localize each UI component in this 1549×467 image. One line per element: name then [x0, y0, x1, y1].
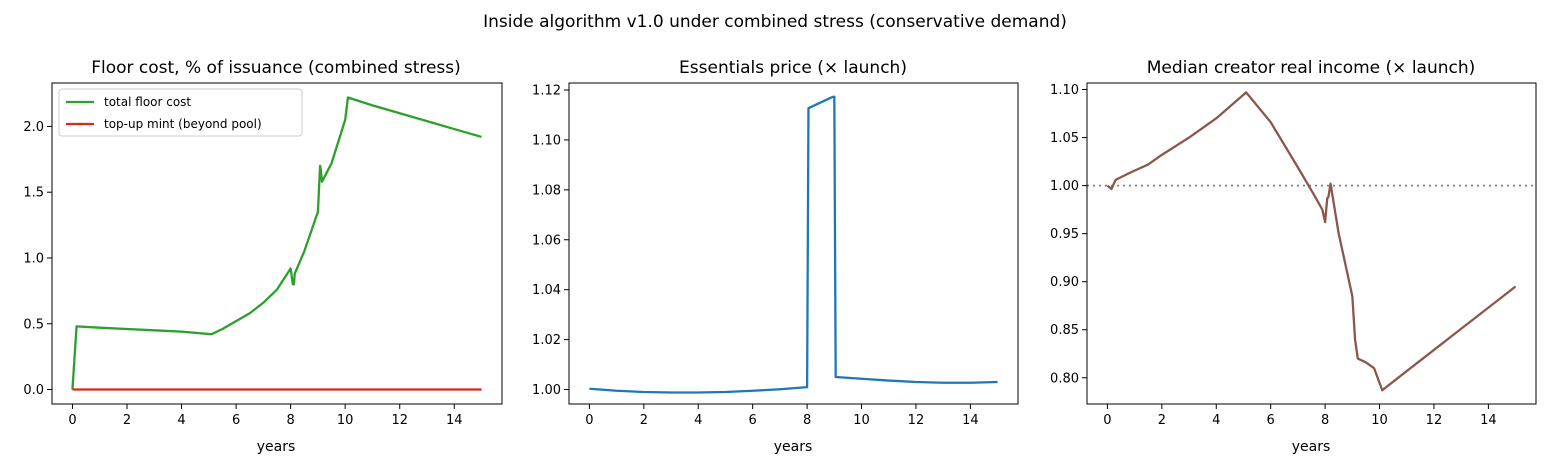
y-tick-label: 1.0 — [23, 251, 44, 266]
y-tick-label: 0.90 — [1050, 275, 1079, 290]
series-line-total-floor-cost — [71, 96, 482, 390]
y-tick-label: 0.95 — [1050, 227, 1079, 242]
series-line-series-0 — [589, 95, 998, 394]
x-tick-label: 10 — [1371, 413, 1388, 428]
panel-title: Essentials price (× launch) — [679, 58, 907, 78]
panel-floor-cost: Floor cost, % of issuance (combined stre… — [23, 58, 503, 455]
x-tick-label: 12 — [908, 413, 925, 428]
x-tick-label: 8 — [286, 413, 294, 428]
y-tick-label: 1.04 — [532, 283, 561, 298]
legend-label-total-floor-cost: total floor cost — [104, 95, 191, 109]
x-axis-label: years — [774, 439, 813, 455]
x-tick-label: 4 — [177, 413, 185, 428]
legend: total floor cost top-up mint (beyond poo… — [58, 88, 303, 137]
x-tick-label: 4 — [1212, 413, 1220, 428]
x-tick-label: 6 — [1267, 413, 1275, 428]
y-tick-label: 0.85 — [1050, 323, 1079, 338]
x-tick-label: 10 — [337, 413, 354, 428]
y-tick-label: 1.12 — [532, 83, 561, 98]
x-tick-label: 6 — [749, 413, 757, 428]
x-tick-label: 6 — [232, 413, 240, 428]
y-tick-label: 2.0 — [23, 120, 44, 135]
y-tick-label: 1.00 — [532, 383, 561, 398]
series-line-series-0 — [1106, 91, 1517, 392]
x-tick-label: 0 — [585, 413, 593, 428]
axes-frame — [1086, 82, 1537, 405]
panel-creator-income: Median creator real income (× launch) ye… — [1050, 58, 1537, 455]
y-tick-label: 1.5 — [23, 186, 44, 201]
panel-title: Floor cost, % of issuance (combined stre… — [91, 58, 461, 78]
axes-frame — [51, 82, 503, 405]
legend-box — [58, 88, 303, 137]
legend-label-top-up-mint: top-up mint (beyond pool) — [104, 117, 262, 131]
x-tick-label: 8 — [803, 413, 811, 428]
axes-frame — [568, 82, 1019, 405]
x-tick-label: 12 — [391, 413, 408, 428]
y-tick-label: 1.06 — [532, 233, 561, 248]
y-tick-label: 1.00 — [1050, 179, 1079, 194]
y-tick-label: 1.02 — [532, 333, 561, 348]
x-tick-label: 0 — [1103, 413, 1111, 428]
x-axis-label: years — [257, 439, 296, 455]
panel-title: Median creator real income (× launch) — [1147, 58, 1476, 78]
y-tick-label: 0.5 — [23, 317, 44, 332]
x-tick-label: 14 — [962, 413, 979, 428]
panel-essentials-price: Essentials price (× launch) years 0 2 4 6 8 1… — [532, 58, 1019, 455]
x-tick-label: 2 — [123, 413, 131, 428]
y-tick-label: 0.0 — [23, 383, 44, 398]
x-tick-label: 14 — [1480, 413, 1497, 428]
y-tick-label: 0.80 — [1050, 371, 1079, 386]
x-axis-label: years — [1292, 439, 1331, 455]
x-tick-label: 4 — [694, 413, 702, 428]
x-tick-label: 2 — [1158, 413, 1166, 428]
x-tick-label: 14 — [446, 413, 463, 428]
x-tick-label: 0 — [68, 413, 76, 428]
y-tick-label: 1.05 — [1050, 131, 1079, 146]
y-tick-label: 1.10 — [1050, 83, 1079, 98]
x-tick-label: 12 — [1426, 413, 1443, 428]
x-tick-label: 10 — [853, 413, 870, 428]
x-tick-label: 2 — [640, 413, 648, 428]
figure-suptitle: Inside algorithm v1.0 under combined str… — [483, 12, 1067, 32]
x-tick-label: 8 — [1321, 413, 1329, 428]
y-tick-label: 1.10 — [532, 133, 561, 148]
y-tick-label: 1.08 — [532, 183, 561, 198]
